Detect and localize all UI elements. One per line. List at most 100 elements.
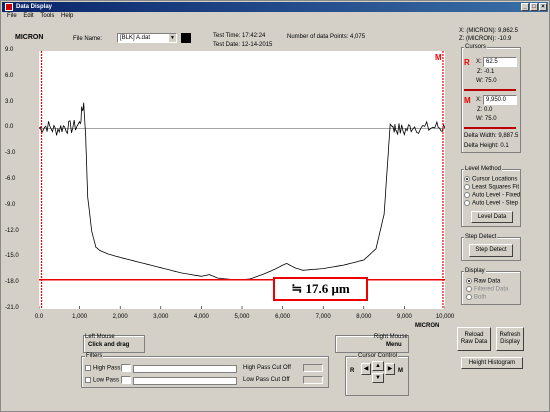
window-title: Data Display [16, 4, 53, 10]
low-pass-value[interactable] [121, 376, 131, 384]
checkbox-icon [85, 365, 91, 371]
arrow-down-icon[interactable]: ▼ [372, 373, 384, 383]
cursor-control-m[interactable]: M [398, 368, 403, 374]
maximize-button[interactable]: □ [530, 3, 538, 11]
file-name-value: [BLK] A.dat [120, 35, 151, 41]
high-pass-cut-off-label: High Pass Cut Off [243, 365, 291, 371]
x-readout: X: (MICRON): 9,862.5 [459, 28, 519, 34]
display-panel [461, 271, 521, 305]
z-readout: Z: (MICRON): -10.9 [459, 36, 512, 42]
arrow-right-icon[interactable]: ▶ [385, 363, 395, 375]
test-date: Test Date: 12-14-2015 [213, 42, 273, 48]
arrow-left-icon[interactable]: ◀ [361, 363, 371, 375]
reload-raw-data-button[interactable]: Reload Raw Data [457, 327, 491, 351]
y-tick-label: 9.0 [5, 47, 14, 53]
display-option-both[interactable]: Both [466, 294, 486, 301]
level-option-least-squares[interactable]: Least Squares Fit [464, 184, 519, 191]
low-pass-slider[interactable] [133, 377, 237, 385]
low-pass-cut-off-label: Low Pass Cut Off [243, 377, 290, 383]
right-mouse-panel [335, 335, 409, 353]
right-mouse-title: Right Mouse [374, 334, 408, 340]
high-pass-value[interactable] [121, 364, 131, 372]
radio-icon [466, 286, 472, 292]
step-detect-title: Step Detect [464, 234, 498, 240]
level-option-auto-step[interactable]: Auto Level - Step [464, 200, 518, 207]
cursor-r-z: Z: -0.1 [477, 69, 495, 75]
x-axis-unit: MICRON [415, 323, 440, 329]
left-mouse-value: Click and drag [88, 342, 130, 348]
y-tick-label: -15.0 [5, 253, 19, 260]
filters-title: Filters [85, 353, 104, 359]
arrow-up-icon[interactable]: ▲ [372, 361, 384, 371]
y-tick-label: 6.0 [5, 72, 14, 79]
radio-icon [464, 184, 470, 190]
cursor-r-x-label: X: [476, 59, 482, 65]
menu-tools[interactable]: Tools [40, 13, 55, 19]
level-option-label: Auto Level - Step [472, 200, 519, 207]
level-option-label: Cursor Locations [472, 176, 518, 183]
depth-annotation-text: ≒ 17.6 μm [291, 281, 350, 296]
x-tick-label: 0.0 [34, 314, 44, 320]
x-tick-label: 2,000 [112, 314, 128, 320]
left-mouse-panel [83, 335, 145, 353]
cursor-control-r[interactable]: R [350, 368, 355, 374]
cursor-m-divider [464, 127, 516, 129]
radio-icon [466, 278, 472, 284]
y-tick-label: -18.0 [5, 279, 19, 286]
y-tick-label: 0.0 [5, 124, 14, 131]
menu-edit[interactable]: Edit [23, 13, 34, 19]
level-option-label: Least Squares Fit [472, 184, 520, 191]
high-pass-checkbox[interactable]: High Pass [85, 365, 120, 372]
high-pass-label: High Pass [93, 365, 121, 372]
close-button[interactable]: × [539, 3, 547, 11]
delta-height: Delta Height: 0.1 [464, 143, 509, 149]
step-detect-button[interactable]: Step Detect [469, 244, 513, 257]
right-mouse-value: Menu [386, 342, 402, 348]
high-pass-cut-off-field[interactable] [303, 364, 323, 372]
chevron-down-icon[interactable]: ▼ [169, 34, 176, 42]
cursor-r-x-input[interactable]: 62.5 [483, 57, 517, 67]
x-tick-label: 3,000 [153, 314, 169, 320]
menu-help[interactable]: Help [61, 13, 74, 19]
level-option-label: Auto Level - Fixed [472, 192, 521, 199]
level-option-auto-fixed[interactable]: Auto Level - Fixed [464, 192, 520, 199]
x-tick-label: 1,000 [72, 314, 88, 320]
display-option-label: Raw Data [474, 278, 501, 285]
y-tick-label: 3.0 [5, 98, 14, 105]
display-option-filtered[interactable]: Filtered Data [466, 286, 508, 293]
profile-plot[interactable]: M [39, 51, 445, 309]
file-name-select[interactable]: [BLK] A.dat ▼ [117, 33, 177, 43]
low-pass-cut-off-field[interactable] [303, 376, 323, 384]
cursor-m-w: W: 75.0 [476, 116, 497, 122]
x-tick-label: 9,000 [396, 314, 412, 320]
data-points-count: Number of data Points: 4,075 [287, 34, 366, 40]
display-option-label: Filtered Data [474, 286, 509, 293]
y-tick-label: -12.0 [5, 227, 19, 234]
radio-icon [464, 176, 470, 182]
minimize-button[interactable]: _ [521, 3, 529, 11]
x-tick-label: 10,000 [435, 314, 455, 320]
radio-icon [466, 294, 472, 300]
refresh-display-button[interactable]: Refresh Display [496, 327, 524, 351]
x-tick-label: 7,000 [315, 314, 331, 320]
micron-logo: MICRON [15, 34, 44, 41]
app-icon [5, 3, 13, 11]
high-pass-slider[interactable] [133, 365, 237, 373]
cursor-m-letter: M [464, 96, 471, 105]
menu-file[interactable]: File [7, 13, 17, 19]
low-pass-checkbox[interactable]: Low Pass [85, 377, 119, 384]
checkbox-icon [85, 377, 91, 383]
cursor-m-x-input[interactable]: 9,950.0 [483, 95, 517, 105]
level-data-button[interactable]: Level Data [471, 211, 513, 223]
x-tick-label: 4,000 [193, 314, 209, 320]
y-tick-label: -21.0 [5, 305, 19, 311]
y-tick-label: -9.0 [5, 201, 16, 208]
y-tick-label: -3.0 [5, 150, 16, 157]
level-option-cursor[interactable]: Cursor Locations [464, 176, 517, 183]
height-histogram-button[interactable]: Height Histogram [461, 357, 523, 369]
color-swatch[interactable] [181, 33, 191, 43]
test-time: Test Time: 17:42:24 [213, 33, 266, 39]
display-option-raw[interactable]: Raw Data [466, 278, 500, 285]
cursors-title: Cursors [464, 44, 488, 50]
x-tick-label: 6,000 [275, 314, 291, 320]
